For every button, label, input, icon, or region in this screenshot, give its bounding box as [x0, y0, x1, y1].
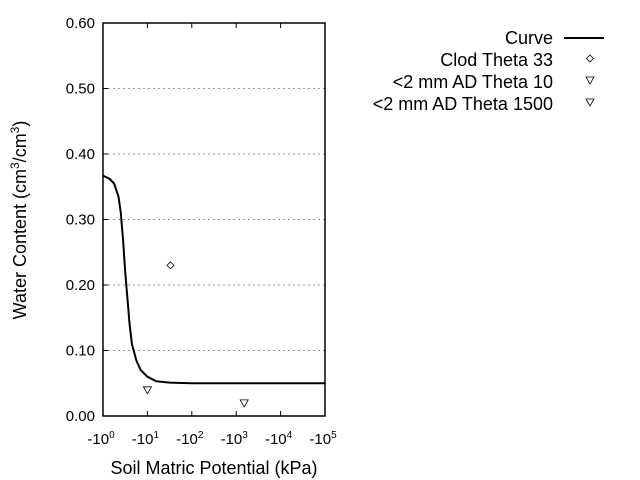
y-tick-label: 0.00: [66, 408, 95, 425]
y-tick-label: 0.20: [66, 277, 95, 294]
y-tick-label: 0.60: [66, 15, 95, 32]
y-tick-label: 0.30: [66, 212, 95, 229]
x-tick-label: -100: [87, 430, 115, 448]
diamond-marker-icon: [585, 54, 595, 63]
legend-label-curve: Curve: [505, 28, 553, 48]
legend-label-theta-10: <2 mm AD Theta 10: [393, 72, 553, 92]
y-tick-label: 0.50: [66, 81, 95, 98]
triangle-down-marker-icon: [585, 98, 595, 107]
data-points: [142, 261, 249, 408]
y-tick-label: 0.10: [66, 343, 95, 360]
triangle-down-marker: [142, 386, 153, 395]
legend-label-theta-1500: <2 mm AD Theta 1500: [373, 94, 553, 114]
x-tick-label: -105: [309, 430, 337, 448]
x-tick-label: -103: [221, 430, 249, 448]
legend: Curve Clod Theta 33 <2 mm AD Theta 10 <2…: [373, 28, 604, 114]
y-axis-title: Water Content (cm3/cm3): [8, 121, 30, 320]
water-retention-curve: [102, 174, 325, 385]
y-tick-labels: 0.00 0.10 0.20 0.30 0.40 0.50 0.60: [66, 15, 95, 425]
x-tick-label: -104: [265, 430, 293, 448]
x-tick-label: -101: [132, 430, 160, 448]
triangle-down-marker-icon: [585, 76, 595, 85]
y-tick-label: 0.40: [66, 146, 95, 163]
gridlines: [103, 88, 325, 351]
legend-label-clod-theta-33: Clod Theta 33: [440, 50, 553, 70]
axis-ticks: [102, 22, 326, 417]
x-tick-labels: -100 -101 -102 -103 -104 -105: [87, 430, 337, 448]
x-tick-label: -102: [176, 430, 204, 448]
diamond-marker: [166, 261, 175, 270]
triangle-down-marker: [239, 399, 249, 408]
curve-series: [102, 174, 325, 385]
x-axis-title: Soil Matric Potential (kPa): [110, 458, 317, 478]
